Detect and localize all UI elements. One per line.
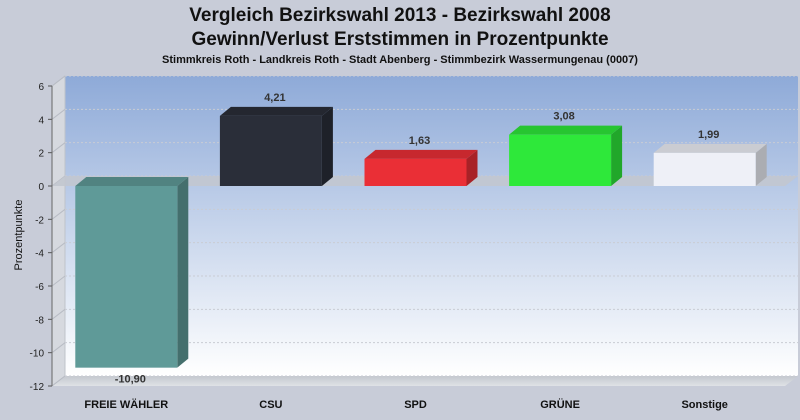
y-tick-label: 6 [38, 82, 44, 93]
gridline-side [51, 375, 66, 387]
y-tick-label: -10 [30, 349, 45, 360]
bar-top [509, 125, 623, 135]
data-label: 4,21 [264, 92, 285, 104]
data-label: 3,08 [553, 111, 574, 123]
x-tick-label: GRÜNE [540, 398, 580, 411]
bar-side [755, 143, 767, 186]
bar-top [219, 106, 333, 116]
x-tick-label: CSU [259, 399, 282, 411]
bar-grüne [509, 125, 623, 186]
bar-side [611, 125, 623, 186]
bar-freie-wähler [75, 177, 189, 368]
gridline-side [51, 275, 66, 287]
bar-top [75, 177, 189, 186]
gridline-side [51, 208, 66, 220]
bar-front [364, 158, 467, 186]
y-tick-label: -8 [35, 315, 44, 326]
bar-front [219, 115, 322, 186]
gridline-side [51, 108, 66, 120]
gridline-side [51, 75, 66, 87]
y-axis-label: Prozentpunkte [13, 200, 25, 271]
y-tick-label: 2 [38, 149, 44, 160]
y-tick-label: -12 [30, 382, 45, 393]
gridline-side [51, 242, 66, 254]
gridline-side [51, 342, 66, 354]
x-tick-label: FREIE WÄHLER [84, 398, 168, 411]
y-tick-label: -2 [35, 215, 44, 226]
gridline-side [51, 308, 66, 320]
chart-subtitle: Gewinn/Verlust Erststimmen in Prozentpun… [191, 29, 609, 50]
data-label: 1,99 [698, 129, 719, 141]
gridline-side [51, 142, 66, 154]
x-tick-label: Sonstige [681, 399, 727, 411]
bar-side [466, 149, 478, 186]
data-label: 1,63 [409, 135, 430, 147]
y-tick-label: 4 [38, 115, 44, 126]
data-label: -10,90 [115, 374, 146, 386]
bar-side [177, 177, 189, 368]
chart-title: Vergleich Bezirkswahl 2013 - Bezirkswahl… [189, 5, 611, 26]
bar-front [509, 134, 612, 186]
y-tick-label: -4 [35, 249, 44, 260]
plot-side-wall [51, 74, 66, 388]
bar-top [364, 149, 478, 159]
bar-csu [219, 106, 333, 186]
bar-spd [364, 149, 478, 186]
bar-top [653, 143, 767, 153]
chart-subtitle-region: Stimmkreis Roth - Landkreis Roth - Stadt… [162, 54, 638, 66]
bar-sonstige [653, 143, 767, 186]
y-tick-label: 0 [38, 182, 44, 193]
bar-front [653, 152, 756, 186]
y-tick-label: -6 [35, 282, 44, 293]
x-tick-label: SPD [404, 399, 427, 411]
bar-front [75, 186, 178, 368]
plot-floor [52, 376, 798, 386]
bar-side [321, 106, 333, 186]
